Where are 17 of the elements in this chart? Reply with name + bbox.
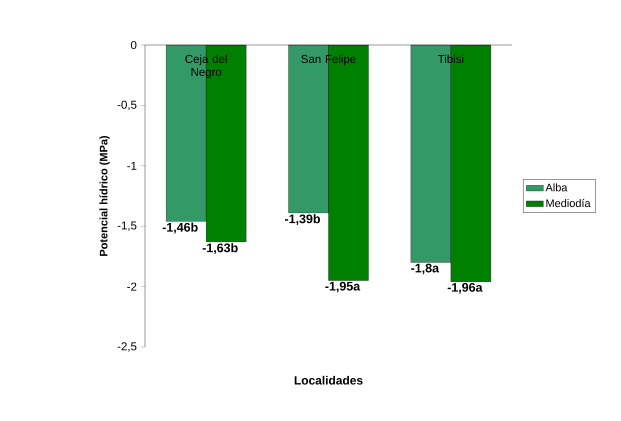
y-axis-title: Potencial hídrico (MPa) (99, 136, 110, 256)
y-tick-label: 0 (130, 40, 136, 50)
data-label: -1,39b (284, 214, 320, 226)
data-label: -1,8a (411, 264, 440, 274)
y-tick-label: -1,5 (118, 222, 136, 231)
x-axis-title: Localidades (294, 376, 363, 385)
legend-label: Mediodía (546, 198, 591, 208)
y-tick-label: -2,5 (118, 342, 136, 352)
data-label: -1,95a (325, 282, 360, 292)
y-tick-label: -0,5 (118, 100, 136, 110)
x-tick-label: Tibisi (438, 54, 464, 64)
data-label: -1,63b (202, 243, 238, 254)
data-label: -1,96a (448, 282, 483, 294)
y-tick-label: -1 (127, 162, 136, 170)
y-tick-label: -2 (127, 282, 136, 291)
legend-label: Alba (546, 183, 568, 192)
data-label: -1,46b (162, 222, 198, 234)
